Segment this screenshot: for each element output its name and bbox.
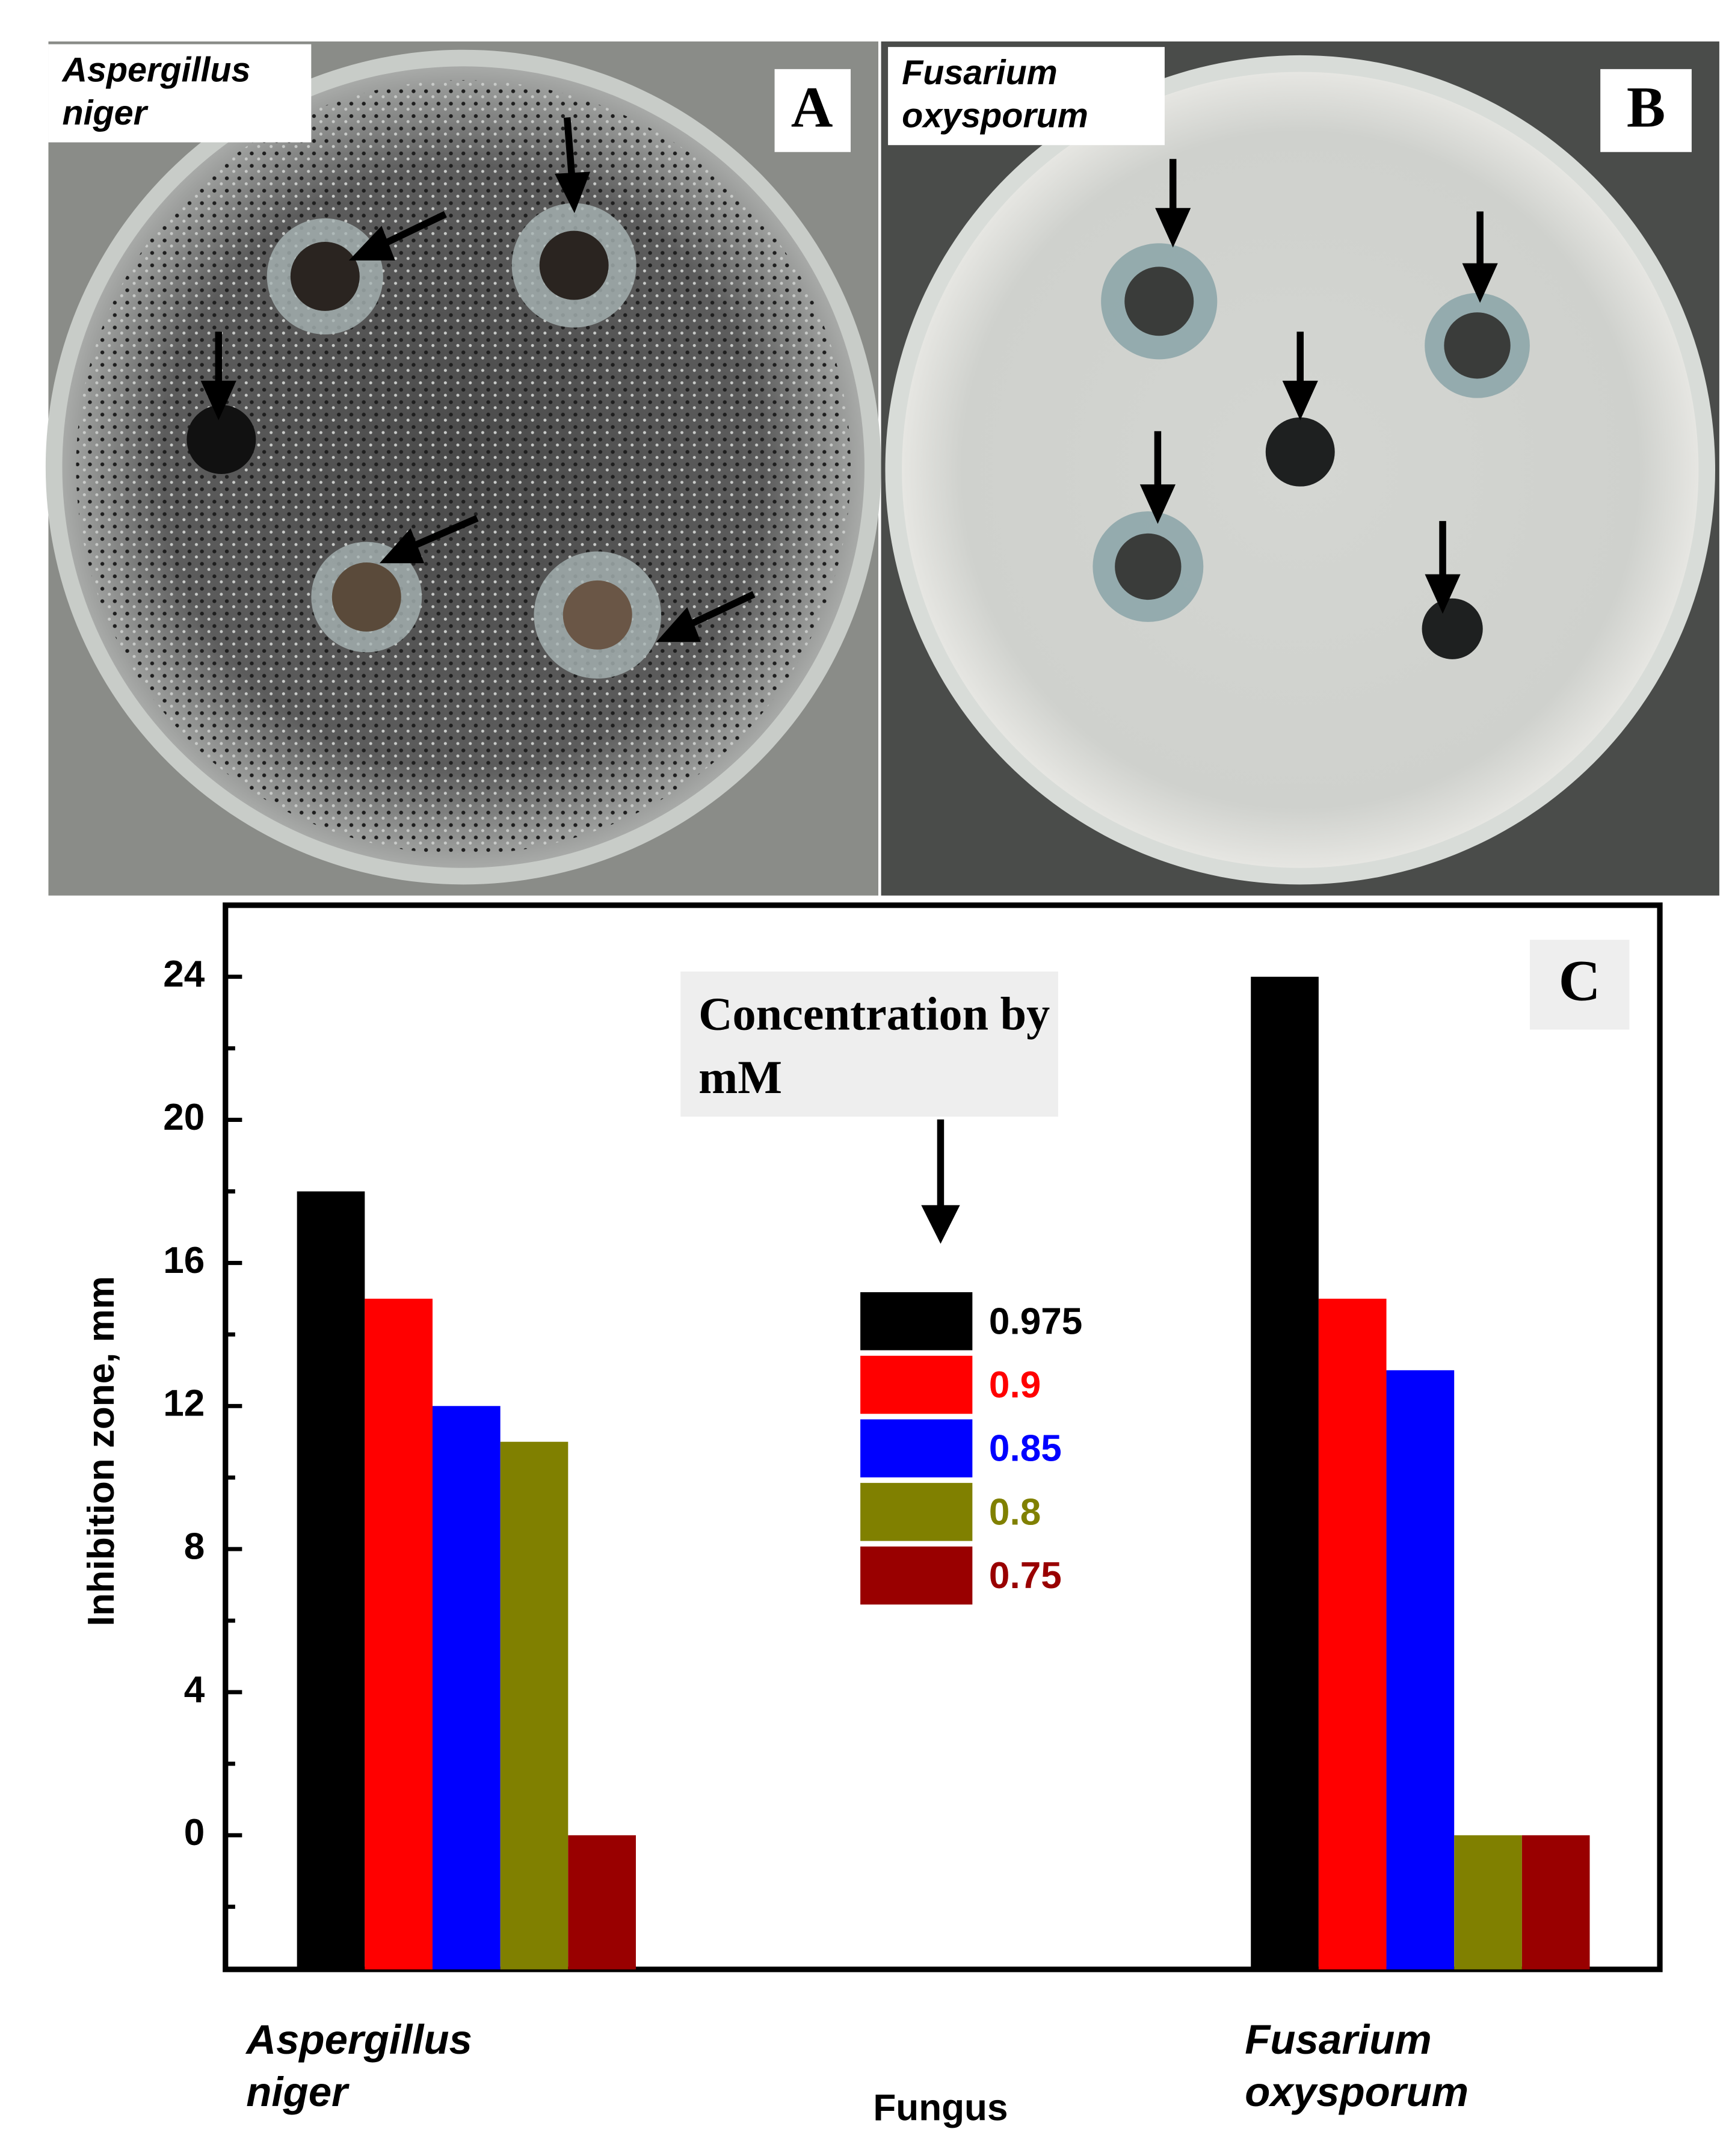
legend-label: 0.85 bbox=[989, 1428, 1062, 1470]
y-tick-label: 12 bbox=[163, 1383, 205, 1424]
organism-label: Fusarium oxysporum bbox=[888, 47, 1165, 145]
y-tick-label: 24 bbox=[163, 953, 205, 995]
legend-swatch bbox=[860, 1483, 973, 1541]
bar bbox=[432, 1406, 501, 1970]
bar bbox=[365, 1298, 433, 1970]
bar bbox=[1386, 1370, 1455, 1970]
legend-label: 0.8 bbox=[989, 1491, 1041, 1533]
bar bbox=[500, 1441, 569, 1970]
legend-swatch bbox=[860, 1292, 973, 1351]
bar bbox=[568, 1835, 636, 1970]
organism-label: Aspergillus niger bbox=[48, 44, 312, 142]
panel-label: A bbox=[791, 75, 833, 140]
x-tick-label: Fusarium oxysporum bbox=[1245, 2018, 1469, 2116]
panel-label-box bbox=[774, 69, 851, 152]
y-tick-label: 4 bbox=[184, 1669, 205, 1710]
y-tick-label: 20 bbox=[163, 1097, 205, 1138]
annotation: Concentration by mM bbox=[698, 989, 1050, 1104]
x-tick-label: Aspergillus niger bbox=[246, 2018, 472, 2116]
panel-label: B bbox=[1627, 75, 1665, 140]
legend-swatch bbox=[860, 1355, 973, 1414]
legend-label: 0.75 bbox=[989, 1555, 1062, 1597]
legend-swatch bbox=[860, 1546, 973, 1605]
bar bbox=[1454, 1835, 1522, 1970]
photo-b bbox=[881, 41, 1719, 896]
bar bbox=[1521, 1835, 1590, 1970]
annotation-box bbox=[680, 972, 1058, 1117]
plot-frame bbox=[223, 902, 1663, 1973]
annotation-arrow-head bbox=[921, 1205, 960, 1244]
x-axis-label: Fungus bbox=[873, 2087, 1008, 2129]
y-axis-label: Inhibition zone, mm bbox=[81, 1276, 122, 1626]
photo-a bbox=[45, 41, 881, 896]
panel-label-box bbox=[1600, 69, 1692, 152]
bar bbox=[1251, 976, 1319, 1970]
panel-label: C bbox=[1559, 949, 1601, 1013]
legend-swatch bbox=[860, 1419, 973, 1477]
y-tick-label: 16 bbox=[163, 1240, 205, 1281]
y-tick-label: 8 bbox=[184, 1526, 205, 1568]
bar bbox=[297, 1191, 365, 1970]
y-tick-label: 0 bbox=[184, 1812, 205, 1853]
legend-label: 0.975 bbox=[989, 1301, 1082, 1342]
panel-label-box bbox=[1529, 940, 1630, 1030]
bar bbox=[1318, 1298, 1387, 1970]
legend-label: 0.9 bbox=[989, 1364, 1041, 1406]
